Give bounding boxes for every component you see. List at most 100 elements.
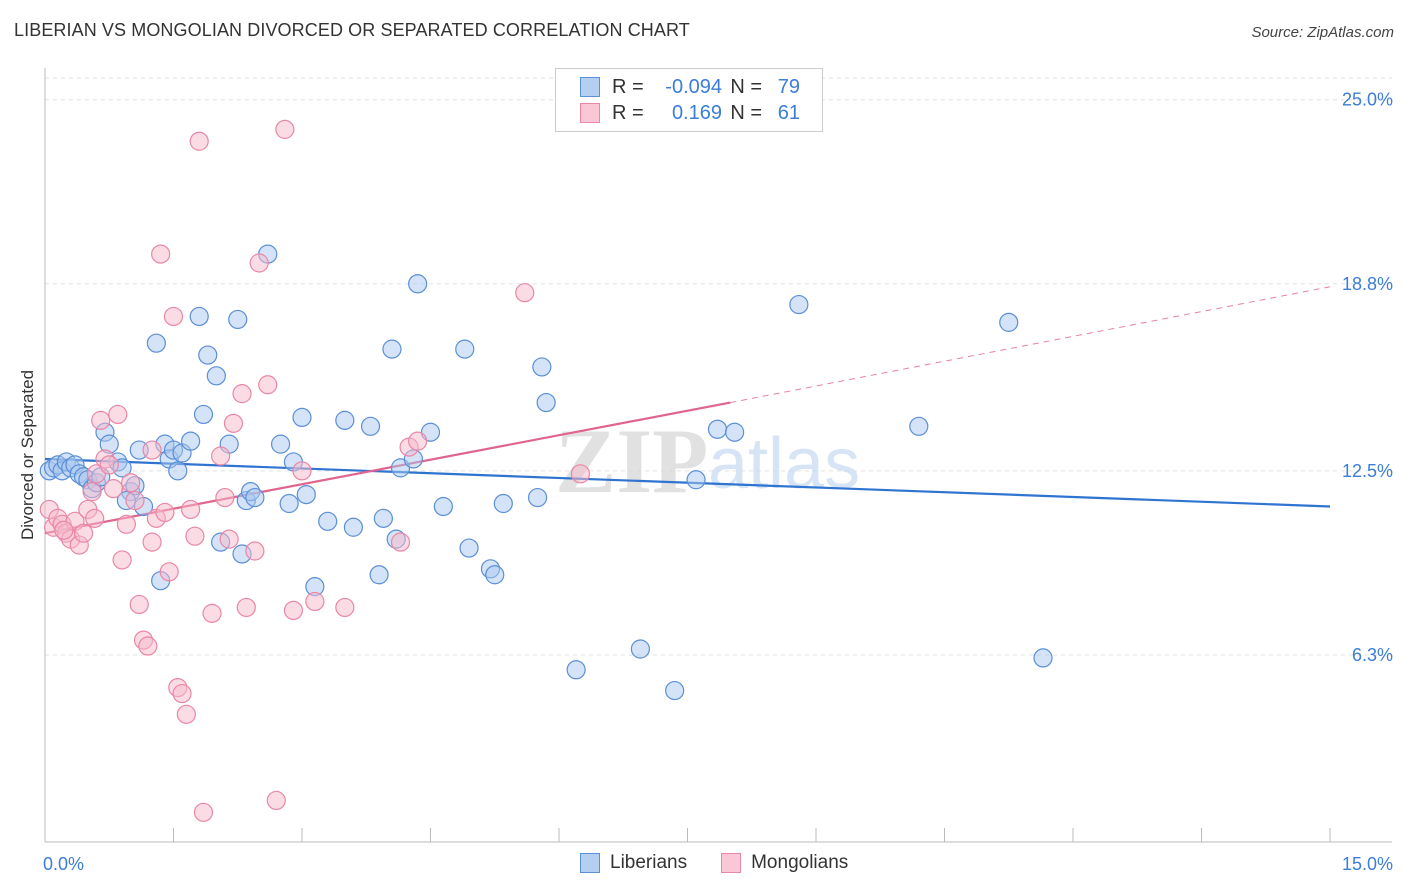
mongolian-point: [112, 550, 132, 570]
liberian-point: [168, 461, 188, 481]
legend-r-value: -0.094: [665, 75, 722, 98]
mongolian-point: [292, 461, 312, 481]
mongolian-point: [163, 306, 184, 327]
liberian-point: [665, 680, 685, 701]
mongolians-swatch: [580, 103, 600, 123]
x-tick-label: 0.0%: [43, 854, 84, 874]
legend-r-value: 0.169: [671, 101, 722, 124]
legend-n-value: 61: [777, 101, 800, 124]
y-tick-label: 12.5%: [1342, 461, 1393, 481]
liberian-point: [318, 511, 338, 531]
series-legend: Liberians Mongolians: [580, 852, 882, 874]
y-tick-label: 25.0%: [1342, 90, 1393, 110]
liberian-point: [189, 306, 209, 327]
mongolian-point: [202, 603, 222, 623]
legend-r-label: R =: [612, 75, 644, 98]
mongolian-point: [91, 410, 111, 430]
mongolian-point: [151, 244, 171, 264]
mongolian-point: [189, 131, 209, 151]
mongolian-point: [266, 790, 286, 811]
liberian-point: [630, 639, 650, 659]
source-label: Source: ZipAtlas.com: [1251, 24, 1394, 41]
liberian-point: [373, 508, 393, 528]
liberian-point: [335, 410, 355, 430]
liberian-point: [296, 485, 316, 505]
mongolian-point: [108, 404, 128, 425]
mongolian-point: [232, 384, 252, 404]
liberian-point: [292, 407, 312, 427]
liberian-point: [686, 470, 706, 490]
mongolian-point: [515, 283, 535, 303]
mongolian-point: [73, 523, 94, 543]
y-axis-label: Divorced or Separated: [18, 369, 37, 541]
tick-labels: 6.3% 12.5% 18.8% 25.0% 0.0% 15.0%: [43, 90, 1393, 874]
y-tick-label: 6.3%: [1352, 645, 1393, 665]
y-tick-label: 18.8%: [1342, 274, 1393, 294]
liberian-point: [485, 565, 505, 585]
liberian-point: [459, 538, 479, 558]
axes: [44, 68, 1392, 843]
mongolian-point: [236, 597, 256, 618]
mongolian-point: [172, 683, 192, 704]
legend-label-liberians: Liberians: [610, 852, 688, 873]
watermark: ZIP atlas: [555, 410, 860, 512]
liberian-point: [146, 333, 166, 353]
mongolian-point: [283, 600, 304, 621]
liberian-point: [536, 392, 556, 413]
mongolian-point: [258, 375, 278, 395]
liberian-point: [789, 294, 809, 315]
mongolian-point: [103, 479, 124, 499]
mongolian-point: [116, 514, 136, 534]
liberian-point: [725, 422, 745, 442]
mongolian-point: [390, 532, 411, 552]
watermark-zip: ZIP: [555, 410, 708, 512]
x-tick-label: 15.0%: [1342, 854, 1393, 874]
liberian-point: [527, 487, 548, 508]
legend-n-label: N =: [730, 101, 762, 124]
mongolian-point: [305, 591, 325, 612]
mongolian-point: [215, 487, 235, 508]
mongolian-point: [82, 482, 102, 502]
data-points: [39, 119, 1053, 822]
liberian-point: [433, 496, 453, 517]
mongolian-point: [245, 541, 265, 561]
legend-item-mongolians: Mongolians: [721, 852, 848, 874]
legend-item-liberians: Liberians: [580, 852, 687, 874]
mongolian-point: [275, 119, 295, 139]
mongolian-point: [129, 594, 149, 615]
mongolian-point: [193, 802, 214, 822]
liberian-point: [455, 339, 475, 359]
mongolian-point: [570, 464, 591, 484]
mongolian-point: [142, 440, 162, 460]
legend-row-liberians: R = -0.094 N = 79: [580, 75, 800, 99]
mongolian-point: [159, 562, 179, 582]
mongolian-point: [85, 508, 105, 528]
liberian-point: [279, 493, 299, 514]
mongolian-trend-extension: [730, 286, 1331, 404]
liberian-point: [382, 339, 402, 359]
liberian-point: [245, 487, 265, 508]
mongolian-point: [121, 473, 141, 493]
chart-title: LIBERIAN VS MONGOLIAN DIVORCED OR SEPARA…: [14, 20, 690, 40]
liberian-point: [206, 366, 226, 386]
mongolian-point: [155, 502, 175, 523]
mongolian-point: [181, 499, 201, 520]
legend-r-label: R =: [612, 101, 644, 124]
mongolian-point: [138, 636, 158, 656]
liberian-point: [198, 345, 218, 365]
mongolian-point: [335, 597, 355, 618]
liberian-point: [408, 274, 428, 294]
liberians-swatch: [580, 853, 600, 873]
liberian-point: [566, 660, 586, 680]
mongolian-point: [211, 446, 231, 466]
mongolian-point: [99, 455, 119, 475]
liberian-point: [193, 404, 214, 425]
mongolian-point: [176, 704, 196, 724]
legend-n-value: 79: [777, 75, 800, 98]
legend-n-label: N =: [730, 75, 762, 98]
mongolian-point: [408, 431, 428, 451]
mongolians-swatch: [721, 853, 742, 873]
mongolian-point: [185, 526, 205, 546]
liberian-point: [228, 309, 248, 330]
